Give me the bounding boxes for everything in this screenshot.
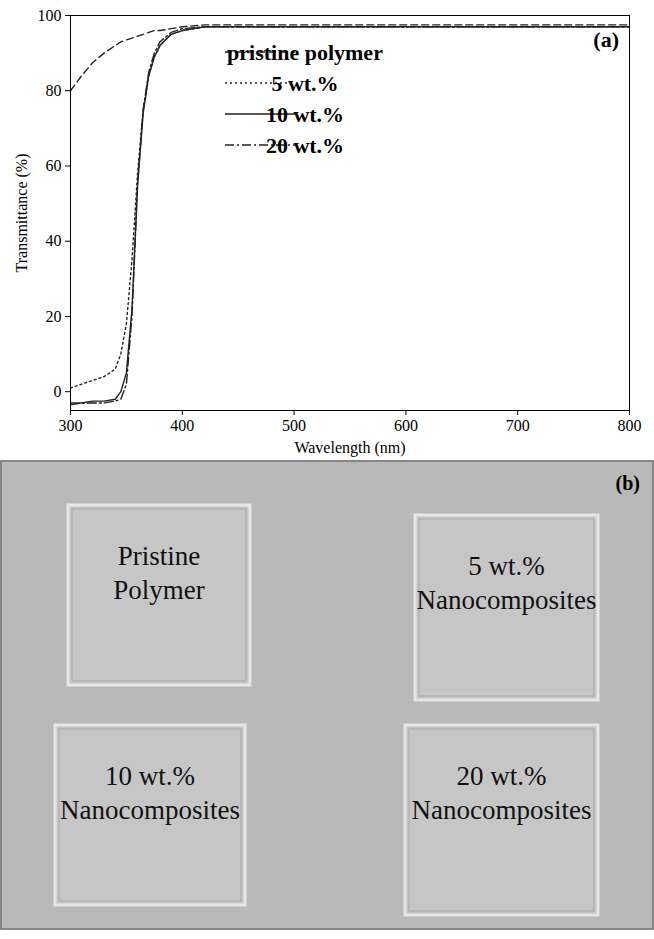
svg-text:Pristine: Pristine <box>118 541 201 571</box>
svg-text:Nanocomposites: Nanocomposites <box>60 795 240 825</box>
svg-text:500: 500 <box>282 417 306 434</box>
svg-text:300: 300 <box>59 417 83 434</box>
svg-text:10 wt.%: 10 wt.% <box>266 102 344 127</box>
svg-text:20: 20 <box>46 308 62 325</box>
svg-text:0: 0 <box>54 383 62 400</box>
svg-text:Transmittance (%): Transmittance (%) <box>13 154 31 273</box>
svg-text:(a): (a) <box>593 27 619 52</box>
svg-text:700: 700 <box>506 417 530 434</box>
svg-text:Nanocomposites: Nanocomposites <box>412 795 592 825</box>
svg-text:80: 80 <box>46 82 62 99</box>
svg-text:10 wt.%: 10 wt.% <box>105 761 195 791</box>
svg-text:5 wt.%: 5 wt.% <box>271 71 338 96</box>
svg-text:20 wt.%: 20 wt.% <box>266 133 344 158</box>
svg-text:Nanocomposites: Nanocomposites <box>417 585 597 615</box>
svg-text:400: 400 <box>170 417 194 434</box>
svg-text:5 wt.%: 5 wt.% <box>468 551 545 581</box>
svg-text:100: 100 <box>38 7 62 24</box>
svg-text:800: 800 <box>618 417 642 434</box>
svg-text:(b): (b) <box>616 472 640 495</box>
svg-text:60: 60 <box>46 157 62 174</box>
svg-text:Polymer: Polymer <box>113 575 205 605</box>
svg-text:pristine polymer: pristine polymer <box>227 40 383 65</box>
svg-text:600: 600 <box>394 417 418 434</box>
svg-text:Wavelength (nm): Wavelength (nm) <box>294 439 405 457</box>
svg-text:20 wt.%: 20 wt.% <box>457 761 547 791</box>
svg-text:40: 40 <box>46 232 62 249</box>
